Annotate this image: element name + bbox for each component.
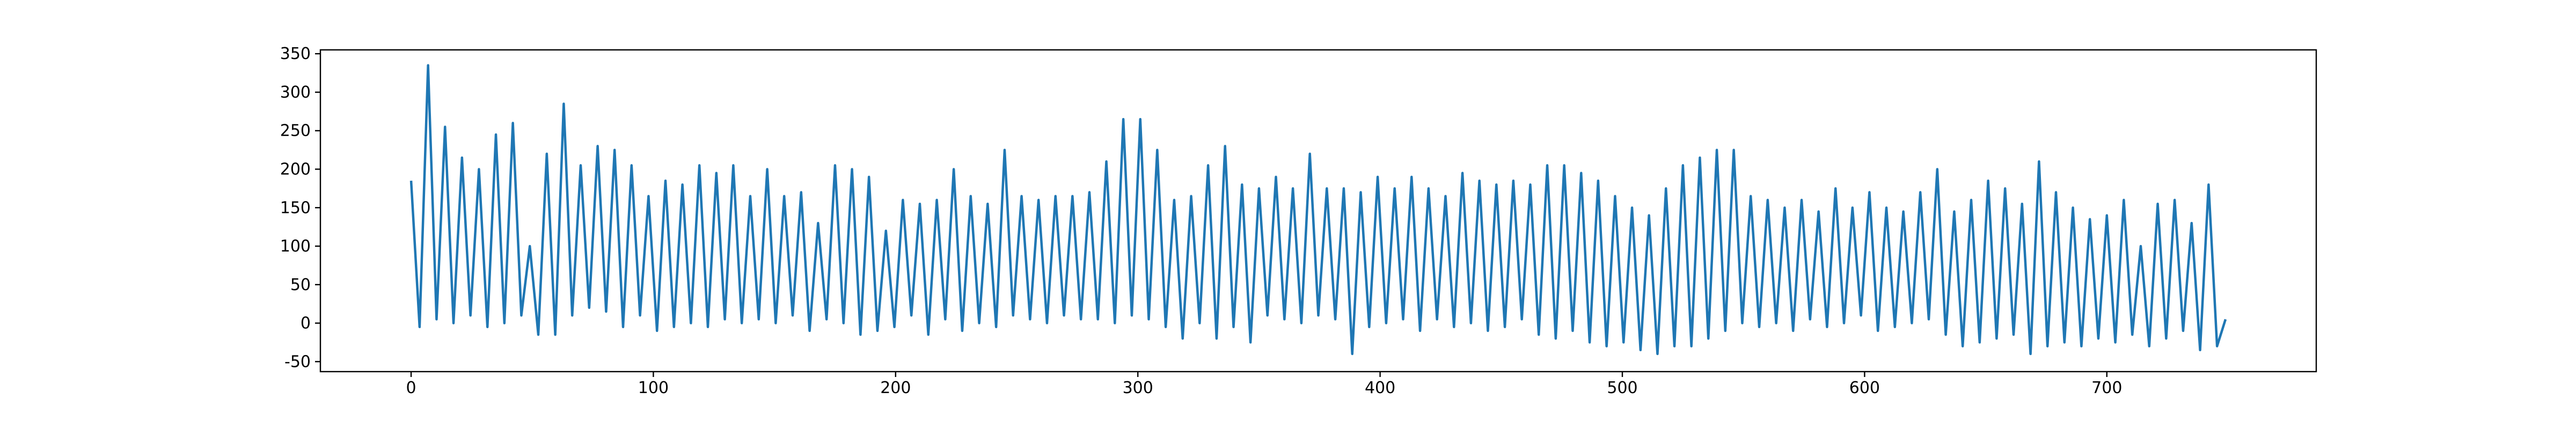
y-tick-label: 250: [280, 122, 311, 140]
x-tick-label: 0: [406, 379, 416, 397]
y-tick-label: 200: [280, 160, 311, 179]
x-tick-label: 300: [1123, 379, 1153, 397]
y-tick-label: 350: [280, 45, 311, 63]
x-tick-label: 200: [880, 379, 911, 397]
y-tick-label: 150: [280, 198, 311, 217]
y-tick-label: 100: [280, 237, 311, 256]
x-tick-label: 400: [1365, 379, 1395, 397]
y-tick-label: 50: [290, 276, 311, 294]
x-tick-label: 600: [1849, 379, 1880, 397]
y-tick-label: -50: [284, 352, 311, 371]
axes-frame: [319, 49, 2317, 373]
y-tick-label: 0: [301, 314, 311, 333]
x-tick-label: 700: [2091, 379, 2122, 397]
x-tick-label: 500: [1607, 379, 1637, 397]
x-tick-label: 100: [638, 379, 669, 397]
data-line: [409, 64, 2227, 356]
y-tick-label: 300: [280, 83, 311, 102]
